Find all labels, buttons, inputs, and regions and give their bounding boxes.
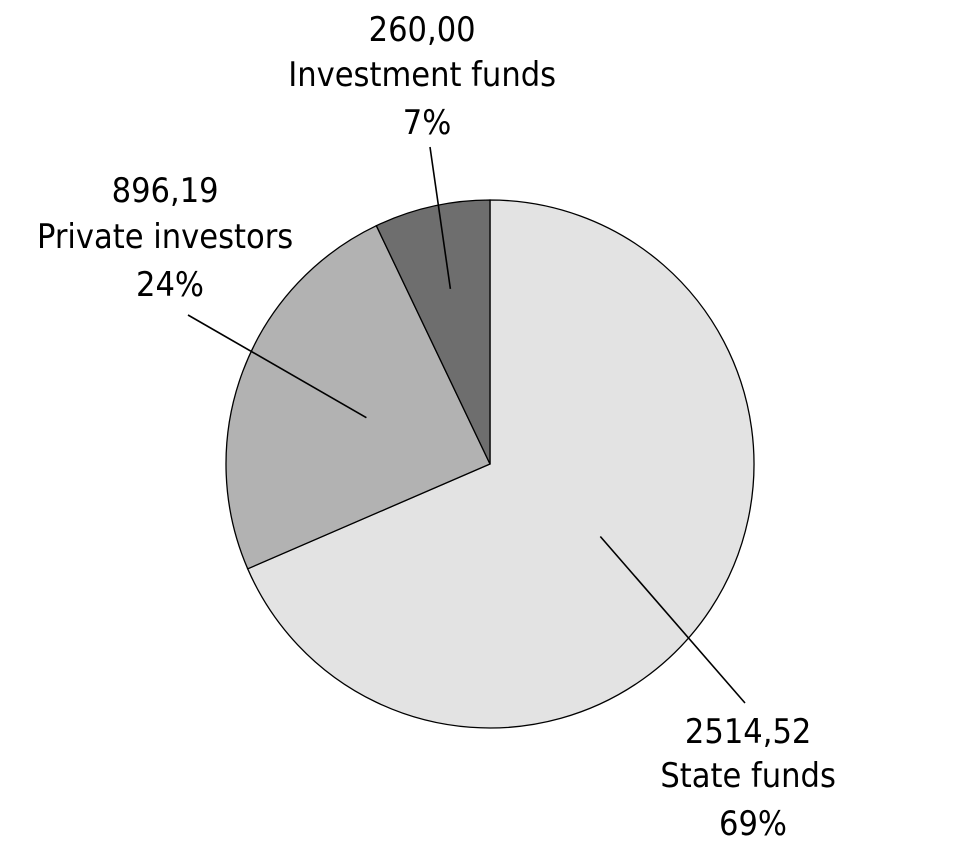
percent-label: 24% [136,265,204,305]
category-label: Investment funds [288,55,556,95]
slice-label-investment-funds: 260,00 Investment funds 7% [288,10,566,143]
leader-line-state-funds [599,535,746,704]
value-label: 896,19 [112,171,219,211]
percent-label: 7% [403,103,452,143]
slice-label-private-investors: 896,19 Private investors 24% [37,171,303,305]
percent-label: 69% [719,804,787,844]
leader-line-private-investors [187,314,367,419]
value-label: 2514,52 [685,712,811,752]
leader-lines [187,146,746,704]
value-label: 260,00 [369,10,476,50]
pie-slices [225,199,755,729]
category-label: State funds [660,756,836,796]
category-label: Private investors [37,217,293,257]
pie-slice-private-investors [225,224,491,570]
leader-line-investment-funds [429,146,452,290]
pie-slice-investment-funds [375,199,491,465]
slice-label-state-funds: 2514,52 State funds 69% [660,712,845,844]
pie-slice-state-funds [246,199,755,729]
